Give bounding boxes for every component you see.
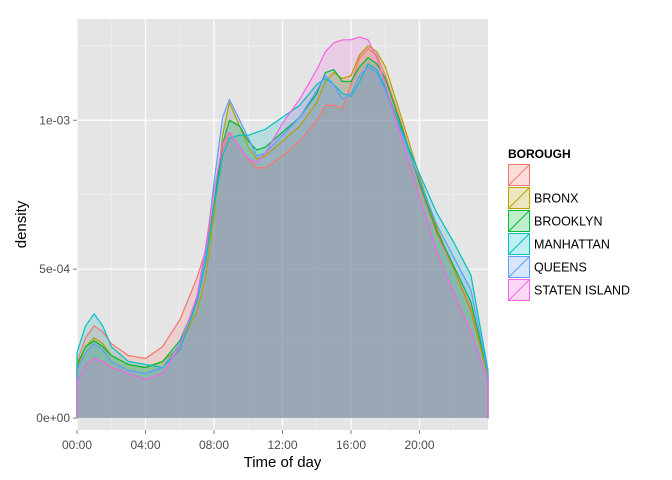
density-line bbox=[76, 36, 489, 419]
legend-key-line bbox=[508, 210, 530, 232]
y-tick-label: 0e+00 bbox=[36, 411, 70, 425]
legend-title: BOROUGH bbox=[508, 147, 571, 161]
density-area bbox=[77, 63, 488, 419]
x-tick-label: 12:00 bbox=[267, 438, 297, 452]
y-tick-label: 1e-03 bbox=[39, 113, 70, 127]
legend-key-line bbox=[508, 164, 530, 186]
legend-key-line bbox=[508, 256, 530, 278]
density-area bbox=[77, 66, 488, 419]
density-area bbox=[77, 57, 488, 419]
legend-item: BROOKLYN bbox=[508, 210, 603, 232]
legend-label: BRONX bbox=[534, 192, 579, 206]
legend-item: MANHATTAN bbox=[508, 233, 610, 255]
legend-label: QUEENS bbox=[534, 261, 587, 275]
x-tick-label: 20:00 bbox=[404, 438, 434, 452]
legend-item: STATEN ISLAND bbox=[508, 279, 630, 301]
legend: BOROUGH BRONX BROOKLYN MANHATTAN QUEENS STAT… bbox=[508, 147, 630, 301]
legend-item bbox=[508, 164, 530, 186]
density-area bbox=[77, 45, 488, 419]
x-tick-label: 00:00 bbox=[62, 438, 92, 452]
plot-panel bbox=[76, 19, 489, 430]
density-area bbox=[77, 48, 488, 419]
legend-item: BRONX bbox=[508, 187, 579, 209]
density-line bbox=[76, 63, 489, 419]
legend-label: STATEN ISLAND bbox=[534, 284, 630, 298]
density-line bbox=[76, 48, 489, 419]
y-axis-ticks: 0e+00 5e-04 1e-03 bbox=[36, 113, 77, 425]
x-tick-label: 04:00 bbox=[130, 438, 160, 452]
legend-label: BROOKLYN bbox=[534, 215, 603, 229]
y-axis-title: density bbox=[13, 200, 30, 248]
legend-key-line bbox=[508, 279, 530, 301]
legend-items: BRONX BROOKLYN MANHATTAN QUEENS STATEN ISLAN… bbox=[508, 164, 630, 301]
legend-key-line bbox=[508, 233, 530, 255]
density-line bbox=[76, 57, 489, 419]
x-axis-title: Time of day bbox=[244, 454, 322, 471]
x-axis-ticks: 00:00 04:00 08:00 12:00 16:00 20:00 bbox=[62, 430, 435, 452]
legend-item: QUEENS bbox=[508, 256, 587, 278]
legend-label: MANHATTAN bbox=[534, 238, 610, 252]
x-tick-label: 08:00 bbox=[199, 438, 229, 452]
legend-key-line bbox=[508, 187, 530, 209]
density-areas bbox=[76, 36, 489, 419]
y-tick-label: 5e-04 bbox=[39, 262, 70, 276]
density-area bbox=[77, 36, 488, 419]
x-tick-label: 16:00 bbox=[336, 438, 366, 452]
